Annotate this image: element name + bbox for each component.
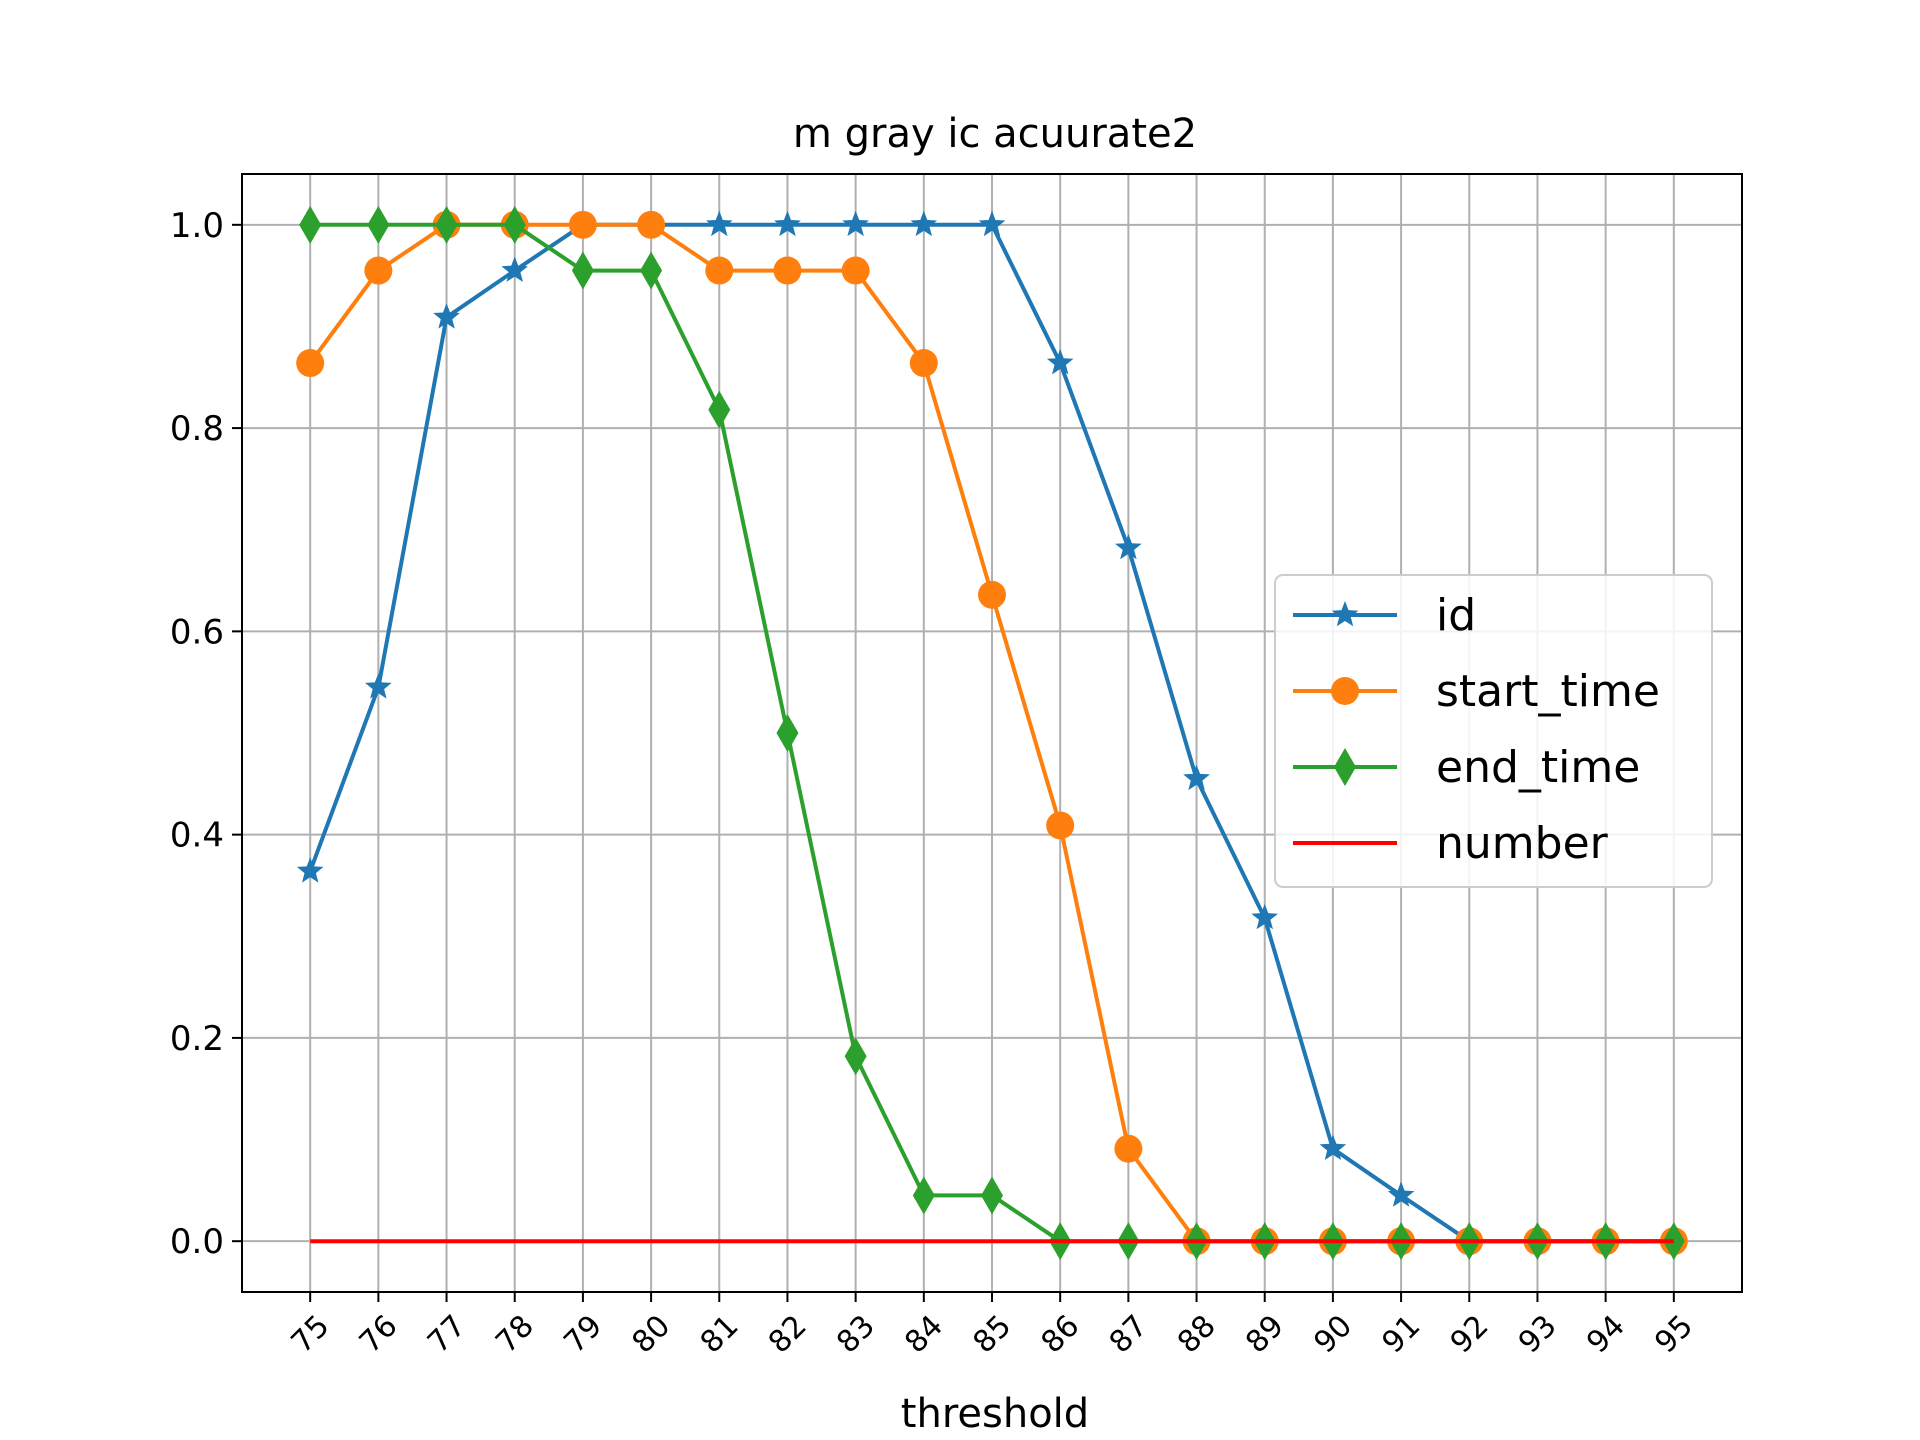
plot-area (296, 205, 1688, 1261)
data-point-start_time (1046, 811, 1075, 840)
legend-marker (1331, 677, 1359, 705)
data-point-end_time (503, 205, 526, 244)
data-point-end_time (571, 251, 594, 290)
data-point-start_time (568, 210, 597, 239)
data-point-end_time (981, 1176, 1003, 1215)
legend-entry-end_time: end_time (1293, 742, 1640, 793)
data-point-end_time (1662, 1222, 1685, 1261)
data-point-id (1387, 1181, 1415, 1207)
data-point-start_time (705, 256, 734, 285)
data-point-start_time (1114, 1134, 1143, 1163)
data-point-id (978, 210, 1006, 237)
data-point-id (774, 210, 801, 237)
data-point-start_time (364, 256, 393, 285)
data-point-end_time (367, 205, 390, 244)
y-tick-label: 0.4 (170, 816, 224, 856)
data-point-id (1319, 1134, 1347, 1160)
data-point-start_time (637, 210, 666, 239)
data-point-id (1183, 764, 1210, 791)
legend-box (1274, 574, 1713, 888)
data-point-end_time (912, 1176, 935, 1215)
y-tick-label: 0.2 (170, 1019, 224, 1059)
data-point-id (910, 210, 938, 237)
legend-marker (1331, 601, 1359, 627)
data-point-start_time (909, 349, 938, 378)
legend-entry-number: number (1293, 818, 1609, 869)
data-point-id (842, 210, 869, 237)
data-point-id (365, 673, 392, 699)
data-point-id (706, 210, 733, 237)
data-point-id (501, 256, 528, 282)
data-point-start_time (296, 349, 325, 378)
data-point-end_time (299, 205, 322, 244)
y-tick-label: 0.8 (170, 409, 224, 449)
chart-title: m gray ic acuurate2 (793, 111, 1197, 157)
data-point-id (1251, 904, 1278, 930)
data-point-end_time (435, 205, 458, 244)
data-point-end_time (640, 251, 663, 290)
y-tick-label: 0.0 (170, 1222, 224, 1262)
data-point-id (1046, 349, 1074, 375)
data-point-start_time (773, 256, 802, 285)
data-point-id (433, 303, 460, 329)
legend-marker (1334, 748, 1356, 786)
legend-label: id (1436, 590, 1476, 641)
data-point-start_time (841, 256, 870, 285)
data-point-id (1115, 534, 1142, 560)
data-point-start_time (978, 580, 1006, 609)
legend-label: start_time (1436, 666, 1660, 717)
data-point-end_time (776, 714, 799, 752)
y-tick-label: 0.6 (170, 612, 224, 652)
x-axis-label: threshold (901, 1391, 1089, 1437)
legend-entry-id: id (1293, 590, 1476, 641)
data-point-end_time (708, 390, 731, 429)
y-tick-label: 1.0 (170, 206, 224, 246)
legend-label: number (1436, 818, 1609, 869)
data-point-id (296, 857, 324, 883)
legend-label: end_time (1436, 742, 1640, 793)
legend-entry-start_time: start_time (1293, 666, 1660, 717)
data-point-end_time (844, 1037, 867, 1076)
